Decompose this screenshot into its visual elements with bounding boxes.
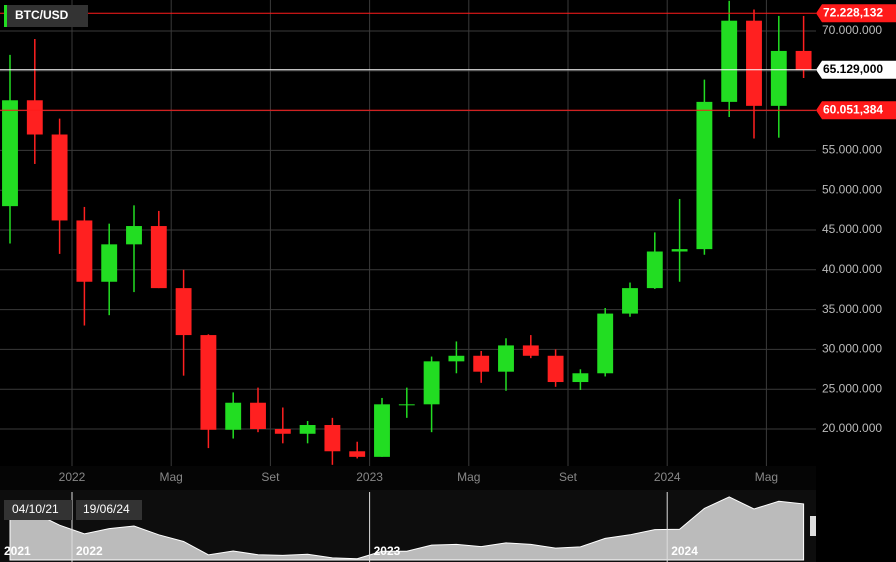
- price-level-label: 72.228,132: [823, 5, 883, 19]
- range-end[interactable]: 19/06/24: [83, 502, 130, 516]
- y-tick-label: 30.000.000: [822, 342, 882, 356]
- price-level-tag: [816, 101, 896, 120]
- candle-body: [2, 100, 18, 207]
- y-tick-label: 55.000.000: [822, 143, 882, 157]
- range-end-box[interactable]: [76, 500, 142, 520]
- y-tick-label: 45.000.000: [822, 222, 882, 236]
- navigator-year: 2024: [671, 544, 698, 558]
- candle-body: [101, 244, 118, 282]
- candle-body: [646, 251, 663, 289]
- x-tick-label: Mag: [160, 470, 183, 484]
- candle-body: [746, 20, 762, 106]
- price-level-tag: [816, 4, 896, 23]
- x-tick-label: 2024: [654, 470, 681, 484]
- candle-body: [225, 402, 242, 430]
- candle-body: [374, 404, 390, 457]
- price-level-label: 65.129,000: [823, 62, 883, 76]
- candle-body: [398, 404, 415, 406]
- candle-body: [597, 313, 614, 374]
- candle-body: [250, 402, 266, 429]
- navigator-year: 2023: [374, 544, 401, 558]
- candle-body: [150, 226, 167, 289]
- candle-body: [473, 355, 490, 372]
- x-tick-label: Mag: [755, 470, 778, 484]
- candle-body: [299, 425, 316, 434]
- navigator-year: 2022: [76, 544, 103, 558]
- x-tick-label: Set: [559, 470, 578, 484]
- y-tick-label: 50.000.000: [822, 182, 882, 196]
- candle-body: [770, 50, 787, 106]
- range-start[interactable]: 04/10/21: [12, 502, 59, 516]
- y-tick-label: 25.000.000: [822, 381, 882, 395]
- candle-body: [522, 345, 539, 356]
- candle-body: [76, 220, 93, 282]
- candle-body: [324, 425, 341, 452]
- candle-body: [175, 288, 192, 336]
- price-level-tag: [816, 60, 896, 79]
- candle-body: [572, 373, 589, 383]
- candle-body: [126, 226, 142, 245]
- candle-body: [498, 345, 514, 372]
- candle-body: [274, 428, 291, 434]
- navigator-year: 2021: [4, 544, 31, 558]
- x-tick-label: Set: [261, 470, 280, 484]
- candle-body: [423, 361, 440, 405]
- range-start-box[interactable]: [4, 500, 72, 520]
- candle-body: [51, 134, 68, 221]
- symbol-tag: [4, 5, 88, 27]
- candle-body: [547, 355, 564, 383]
- y-tick-label: 20.000.000: [822, 421, 882, 435]
- navigator-handle[interactable]: [810, 516, 816, 536]
- navigator-area: [9, 496, 805, 561]
- x-axis-band: [0, 466, 816, 490]
- candle-body: [26, 100, 43, 135]
- y-tick-label: 40.000.000: [822, 262, 882, 276]
- x-tick-label: 2022: [59, 470, 86, 484]
- symbol-tag-accent: [4, 5, 7, 27]
- candle-body: [200, 335, 217, 430]
- x-tick-label: 2023: [356, 470, 383, 484]
- price-level-label: 60.051,384: [823, 102, 883, 116]
- chart-title: BTC/USD: [15, 8, 69, 22]
- candle-body: [671, 249, 688, 252]
- y-tick-label: 70.000.000: [822, 23, 882, 37]
- y-tick-label: 35.000.000: [822, 302, 882, 316]
- candle-body: [622, 288, 638, 314]
- candle-body: [795, 50, 812, 71]
- candle-body: [349, 451, 366, 457]
- candle-body: [721, 20, 738, 102]
- x-tick-label: Mag: [457, 470, 480, 484]
- candle-body: [448, 355, 465, 362]
- candle-body: [696, 101, 713, 250]
